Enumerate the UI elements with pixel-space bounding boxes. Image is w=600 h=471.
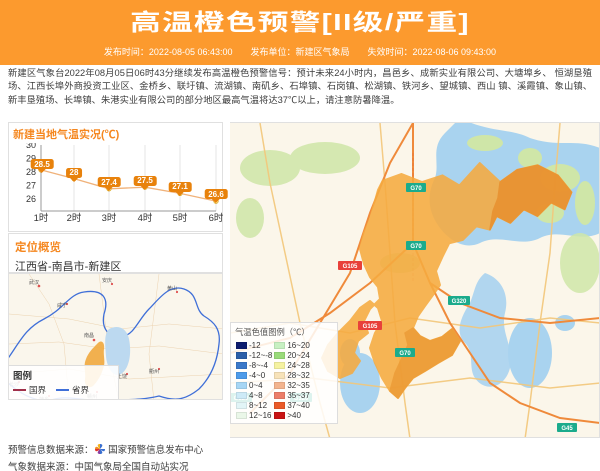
svg-text:南昌: 南昌 (84, 332, 94, 339)
svg-text:6时: 6时 (209, 212, 224, 224)
svg-text:26: 26 (26, 194, 36, 204)
svg-text:4时: 4时 (138, 212, 153, 224)
svg-text:27: 27 (26, 181, 36, 191)
svg-text:G105: G105 (343, 264, 358, 270)
svg-text:G70: G70 (399, 351, 411, 357)
svg-text:30: 30 (26, 143, 36, 150)
svg-text:G105: G105 (363, 324, 378, 330)
svg-text:衢州: 衢州 (149, 368, 159, 375)
svg-text:3时: 3时 (102, 212, 117, 224)
svg-text:G320: G320 (452, 299, 467, 305)
svg-text:G45: G45 (561, 426, 573, 432)
svg-text:1时: 1时 (34, 212, 49, 224)
svg-text:咸宁: 咸宁 (57, 302, 67, 309)
svg-text:安庆: 安庆 (102, 277, 112, 284)
svg-text:G70: G70 (410, 244, 422, 250)
svg-text:武汉: 武汉 (29, 279, 39, 286)
svg-text:2时: 2时 (67, 212, 82, 224)
svg-text:黄山: 黄山 (167, 285, 177, 292)
svg-text:5时: 5时 (173, 212, 188, 224)
svg-text:G70: G70 (410, 186, 422, 192)
